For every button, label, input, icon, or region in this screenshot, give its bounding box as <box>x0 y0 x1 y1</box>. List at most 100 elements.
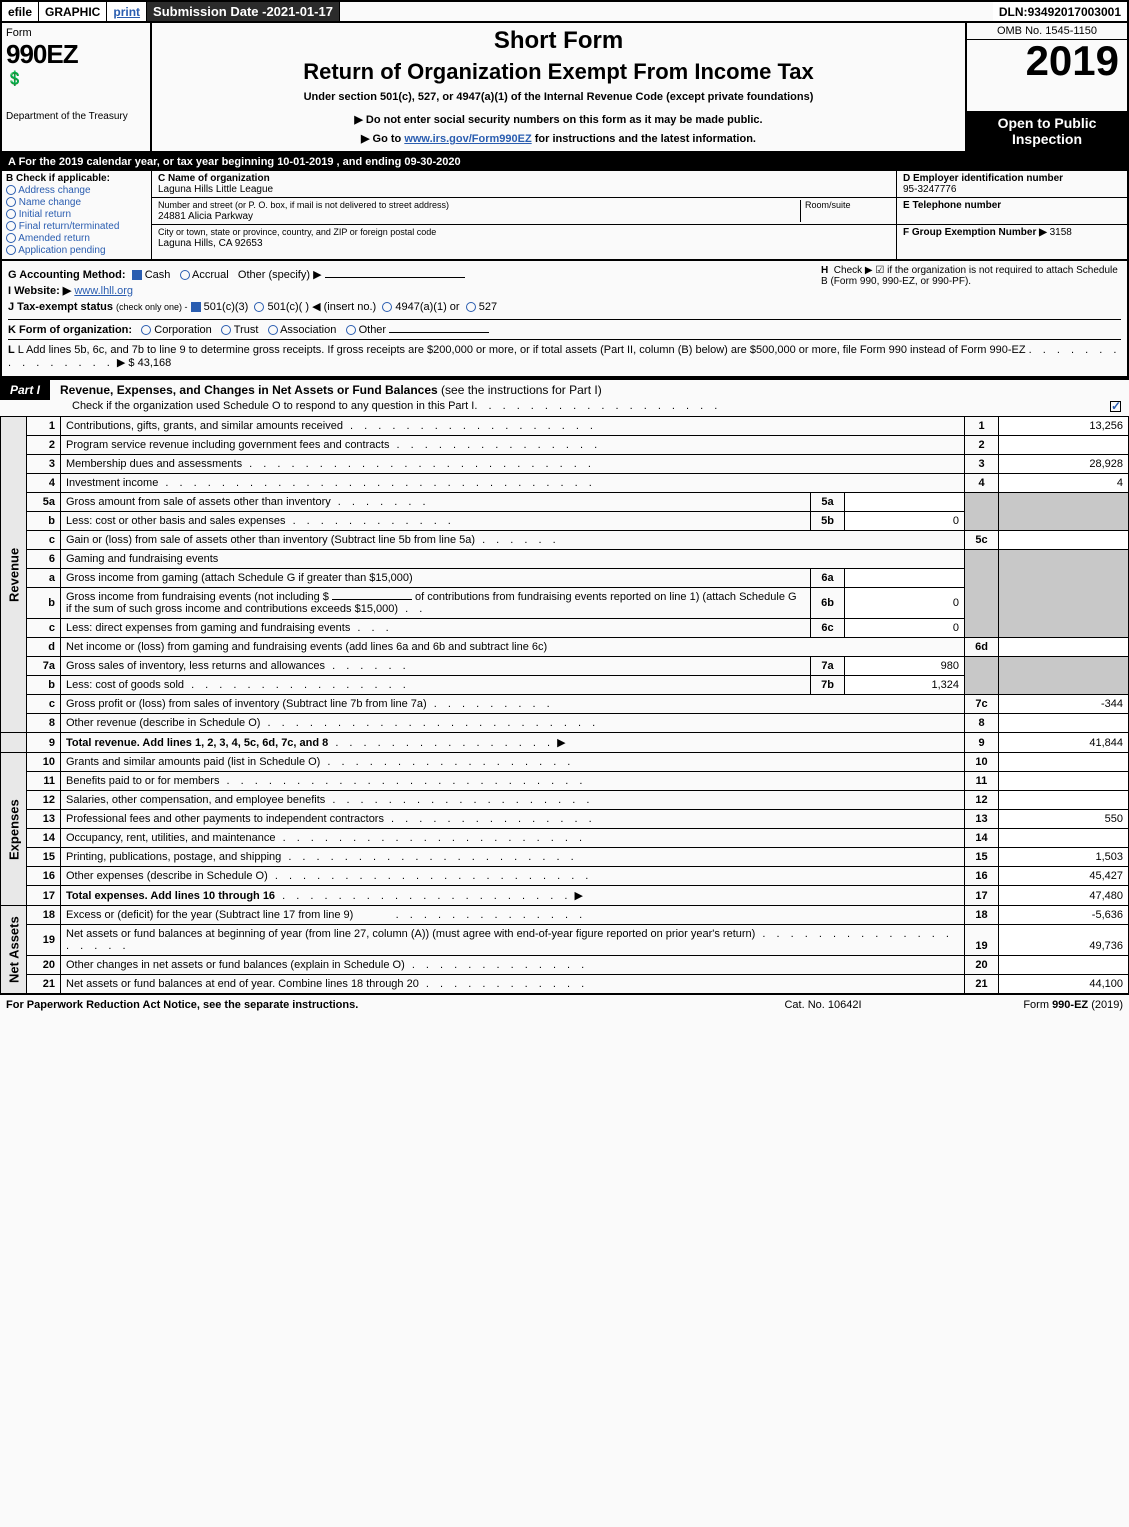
line-7b-num: b <box>27 676 61 695</box>
k-corporation[interactable]: Corporation <box>154 324 211 336</box>
line-17-desc: Total expenses. Add lines 10 through 16 … <box>61 886 965 906</box>
line-5b-num: b <box>27 512 61 531</box>
open-public: Open to Public Inspection <box>967 111 1127 151</box>
k-association[interactable]: Association <box>280 324 336 336</box>
line-7c-num: c <box>27 695 61 714</box>
line-10-num: 10 <box>27 753 61 772</box>
line-4-desc: Investment income . . . . . . . . . . . … <box>61 474 965 493</box>
header-right: OMB No. 1545-1150 2019 Open to Public In… <box>967 23 1127 151</box>
short-form-title: Short Form <box>156 27 961 55</box>
subdate-prefix: Submission Date - <box>153 4 266 19</box>
line-6-desc: Gaming and fundraising events <box>61 550 965 569</box>
dln-prefix: DLN: <box>999 5 1028 19</box>
j-line: J Tax-exempt status (check only one) - 5… <box>8 300 821 313</box>
g-cash[interactable]: Cash <box>145 269 171 281</box>
line-11-num: 11 <box>27 772 61 791</box>
graphic-label: GRAPHIC <box>39 2 107 21</box>
line-15-num: 15 <box>27 848 61 867</box>
addr-label: Number and street (or P. O. box, if mail… <box>158 200 449 210</box>
line-16-num: 16 <box>27 867 61 886</box>
line-2-val <box>999 436 1129 455</box>
part1-checkbox[interactable] <box>1110 401 1121 412</box>
goto-line: ▶ Go to www.irs.gov/Form990EZ for instru… <box>156 132 961 145</box>
under-section: Under section 501(c), 527, or 4947(a)(1)… <box>156 91 961 103</box>
form-number: 990EZ <box>6 39 146 70</box>
revenue-label: Revenue <box>1 417 27 733</box>
org-address: 24881 Alicia Parkway <box>158 211 253 222</box>
line-13-desc: Professional fees and other payments to … <box>61 810 965 829</box>
line-8-num: 8 <box>27 714 61 733</box>
line-5a-desc: Gross amount from sale of assets other t… <box>61 493 811 512</box>
line-6-num: 6 <box>27 550 61 569</box>
line-7a-num: 7a <box>27 657 61 676</box>
line-15-desc: Printing, publications, postage, and shi… <box>61 848 965 867</box>
line-8-box: 8 <box>965 714 999 733</box>
k-line: K Form of organization: Corporation Trus… <box>8 319 1121 336</box>
line-7a-desc: Gross sales of inventory, less returns a… <box>61 657 811 676</box>
line-6b-midbox: 6b <box>811 588 845 619</box>
chk-application-pending[interactable]: Application pending <box>6 245 147 256</box>
chk-name-change[interactable]: Name change <box>6 197 147 208</box>
j-4947[interactable]: 4947(a)(1) or <box>395 301 459 313</box>
line-1-num: 1 <box>27 417 61 436</box>
j-527[interactable]: 527 <box>479 301 497 313</box>
h-text: Check ▶ ☑ if the organization is not req… <box>821 265 1118 287</box>
line-16-desc: Other expenses (describe in Schedule O) … <box>61 867 965 886</box>
city-label: City or town, state or province, country… <box>158 227 436 237</box>
g-accrual[interactable]: Accrual <box>192 269 229 281</box>
k-other[interactable]: Other <box>359 324 387 336</box>
part1-tab: Part I <box>0 380 50 400</box>
line-5b-midbox: 5b <box>811 512 845 531</box>
form-word: Form <box>6 27 146 39</box>
line-2-desc: Program service revenue including govern… <box>61 436 965 455</box>
line-7b-midbox: 7b <box>811 676 845 695</box>
line-21-num: 21 <box>27 975 61 994</box>
header-block: Form 990EZ 💲 Department of the Treasury … <box>0 23 1129 153</box>
f-value: 3158 <box>1050 227 1072 238</box>
line-13-num: 13 <box>27 810 61 829</box>
line-12-num: 12 <box>27 791 61 810</box>
line-10-val <box>999 753 1129 772</box>
footer-left: For Paperwork Reduction Act Notice, see … <box>6 999 723 1011</box>
dln: DLN: 93492017003001 <box>993 2 1127 21</box>
line-6d-val <box>999 638 1129 657</box>
line-4-box: 4 <box>965 474 999 493</box>
revenue-table: Revenue 1 Contributions, gifts, grants, … <box>0 416 1129 994</box>
website-link[interactable]: www.lhll.org <box>74 285 133 297</box>
line-1-desc: Contributions, gifts, grants, and simila… <box>61 417 965 436</box>
line-21-desc: Net assets or fund balances at end of ye… <box>61 975 965 994</box>
line-18-num: 18 <box>27 906 61 925</box>
line-5c-val <box>999 531 1129 550</box>
line-7c-box: 7c <box>965 695 999 714</box>
line-11-desc: Benefits paid to or for members . . . . … <box>61 772 965 791</box>
line-20-val <box>999 956 1129 975</box>
j-501c3[interactable]: 501(c)(3) <box>204 301 249 313</box>
k-trust[interactable]: Trust <box>234 324 259 336</box>
line-9-desc: Total revenue. Add lines 1, 2, 3, 4, 5c,… <box>61 733 965 753</box>
line-7a-midval: 980 <box>845 657 965 676</box>
print-link[interactable]: print <box>107 2 147 21</box>
g-other[interactable]: Other (specify) ▶ <box>238 269 322 281</box>
part1-title: Revenue, Expenses, and Changes in Net As… <box>50 383 1129 397</box>
chk-initial-return[interactable]: Initial return <box>6 209 147 220</box>
line-15-val: 1,503 <box>999 848 1129 867</box>
netassets-label: Net Assets <box>1 906 27 994</box>
line-16-val: 45,427 <box>999 867 1129 886</box>
h-label: H <box>821 265 828 276</box>
line-19-val: 49,736 <box>999 925 1129 956</box>
b-check-label: B Check if applicable: <box>6 173 147 184</box>
section-b-left: B Check if applicable: Address change Na… <box>2 171 152 259</box>
part1-sub: Check if the organization used Schedule … <box>0 400 1129 416</box>
shade-7 <box>965 657 999 695</box>
dln-value: 93492017003001 <box>1028 5 1121 19</box>
chk-amended-return[interactable]: Amended return <box>6 233 147 244</box>
g-line: G Accounting Method: Cash Accrual Other … <box>8 268 821 281</box>
rev-bottom-spacer <box>1 733 27 753</box>
shade-5 <box>965 493 999 531</box>
line-5c-desc: Gain or (loss) from sale of assets other… <box>61 531 965 550</box>
j-501c[interactable]: 501(c)( ) ◀ (insert no.) <box>267 301 376 313</box>
chk-final-return[interactable]: Final return/terminated <box>6 221 147 232</box>
goto-link[interactable]: www.irs.gov/Form990EZ <box>404 133 531 145</box>
line-3-num: 3 <box>27 455 61 474</box>
chk-address-change[interactable]: Address change <box>6 185 147 196</box>
